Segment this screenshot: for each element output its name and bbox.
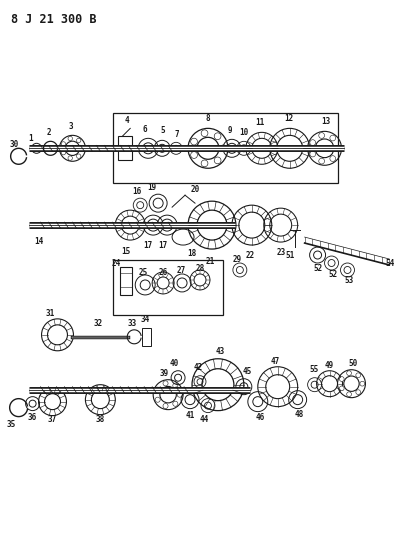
Circle shape xyxy=(68,136,73,141)
Circle shape xyxy=(347,371,351,376)
Text: 52: 52 xyxy=(313,264,322,273)
Circle shape xyxy=(80,146,85,150)
Text: 22: 22 xyxy=(245,251,255,260)
Text: 49: 49 xyxy=(325,361,334,370)
Text: 32: 32 xyxy=(94,319,103,328)
Bar xyxy=(120,267,132,295)
Text: 1: 1 xyxy=(28,134,33,143)
Text: 15: 15 xyxy=(122,247,131,255)
Circle shape xyxy=(77,154,81,158)
Text: 24: 24 xyxy=(111,259,121,268)
Text: 30: 30 xyxy=(10,140,19,149)
Text: 38: 38 xyxy=(96,415,105,424)
Circle shape xyxy=(356,390,360,394)
Text: 26: 26 xyxy=(158,269,168,278)
Text: 31: 31 xyxy=(46,309,55,318)
Circle shape xyxy=(173,383,178,388)
Text: 17: 17 xyxy=(158,240,168,249)
Circle shape xyxy=(214,133,221,140)
Text: 17: 17 xyxy=(144,240,153,249)
Circle shape xyxy=(68,156,73,160)
Circle shape xyxy=(190,138,197,145)
Text: 39: 39 xyxy=(160,369,169,378)
Text: 43: 43 xyxy=(215,348,225,356)
Text: 20: 20 xyxy=(190,185,200,193)
Text: 9: 9 xyxy=(228,126,232,135)
Text: 36: 36 xyxy=(28,413,37,422)
Circle shape xyxy=(310,140,316,146)
Circle shape xyxy=(163,403,168,408)
Text: 41: 41 xyxy=(185,411,194,420)
Circle shape xyxy=(61,142,66,146)
Circle shape xyxy=(339,386,344,391)
Text: 48: 48 xyxy=(295,410,304,419)
Text: 29: 29 xyxy=(232,255,241,263)
Text: 7: 7 xyxy=(175,130,179,139)
Text: 47: 47 xyxy=(270,357,279,366)
Text: 16: 16 xyxy=(133,187,142,196)
Circle shape xyxy=(155,397,160,402)
Circle shape xyxy=(330,156,336,161)
Text: 44: 44 xyxy=(199,415,209,424)
Text: 40: 40 xyxy=(170,359,179,368)
Circle shape xyxy=(214,157,221,164)
Text: 5: 5 xyxy=(161,126,166,135)
Circle shape xyxy=(339,377,344,382)
Text: 4: 4 xyxy=(125,116,130,125)
Circle shape xyxy=(173,401,178,406)
Circle shape xyxy=(77,138,81,143)
Text: 45: 45 xyxy=(242,367,251,376)
Text: 35: 35 xyxy=(7,420,16,429)
Text: 13: 13 xyxy=(321,117,330,126)
Bar xyxy=(118,136,132,160)
Circle shape xyxy=(319,133,324,139)
Circle shape xyxy=(190,151,197,158)
Text: 34: 34 xyxy=(141,316,150,325)
Text: 18: 18 xyxy=(187,248,196,257)
Circle shape xyxy=(310,151,316,157)
Text: 11: 11 xyxy=(255,118,264,127)
Bar xyxy=(142,328,151,346)
Circle shape xyxy=(163,381,168,386)
Text: 27: 27 xyxy=(176,266,186,276)
Circle shape xyxy=(335,146,340,151)
Text: 8 J 21 300 B: 8 J 21 300 B xyxy=(11,13,96,26)
Text: 12: 12 xyxy=(284,114,293,123)
Text: 23: 23 xyxy=(277,247,286,256)
Text: 50: 50 xyxy=(349,359,358,368)
Text: 37: 37 xyxy=(48,415,57,424)
Text: 19: 19 xyxy=(148,183,157,192)
Text: 3: 3 xyxy=(68,122,73,131)
Circle shape xyxy=(319,158,324,164)
Text: 42: 42 xyxy=(193,363,203,372)
Text: 6: 6 xyxy=(143,125,148,134)
Text: 46: 46 xyxy=(255,413,264,422)
Text: 53: 53 xyxy=(345,277,354,286)
Circle shape xyxy=(356,373,360,377)
Text: 8: 8 xyxy=(206,114,210,123)
Text: 52: 52 xyxy=(329,270,338,279)
Text: 55: 55 xyxy=(309,365,318,374)
Circle shape xyxy=(201,160,208,167)
Text: 10: 10 xyxy=(239,128,249,137)
Circle shape xyxy=(220,145,227,152)
Circle shape xyxy=(330,135,336,141)
Circle shape xyxy=(201,130,208,136)
Bar xyxy=(113,114,338,183)
Text: 51: 51 xyxy=(285,251,294,260)
Text: 2: 2 xyxy=(46,128,51,137)
Text: 28: 28 xyxy=(195,264,205,273)
Text: 21: 21 xyxy=(205,256,215,265)
Circle shape xyxy=(360,381,365,386)
Text: 54: 54 xyxy=(386,259,395,268)
Circle shape xyxy=(61,150,66,155)
Circle shape xyxy=(177,392,182,397)
Bar xyxy=(113,260,223,315)
Circle shape xyxy=(155,387,160,392)
Circle shape xyxy=(347,392,351,397)
Text: 25: 25 xyxy=(139,269,148,278)
Text: 14: 14 xyxy=(34,237,43,246)
Text: 33: 33 xyxy=(128,319,137,328)
